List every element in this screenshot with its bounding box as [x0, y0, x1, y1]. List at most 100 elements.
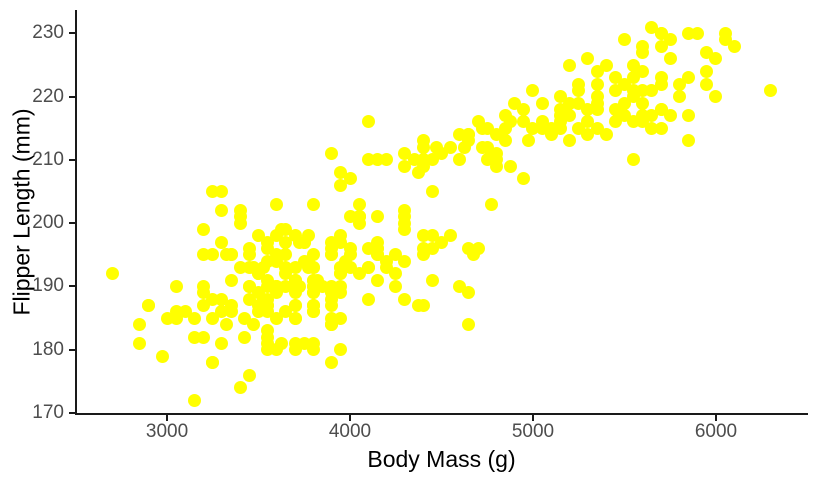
y-tick-mark: [69, 285, 75, 288]
data-point: [261, 336, 275, 350]
data-point: [590, 121, 604, 135]
data-point: [489, 159, 503, 173]
data-point: [252, 298, 266, 312]
data-point: [700, 77, 714, 91]
data-point: [334, 267, 348, 281]
data-point: [352, 210, 366, 224]
data-point: [727, 39, 741, 53]
data-point: [270, 197, 284, 211]
data-point: [215, 336, 229, 350]
data-point: [169, 279, 183, 293]
data-point: [485, 197, 499, 211]
data-point: [682, 71, 696, 85]
y-tick-label: 190: [32, 275, 64, 297]
data-point: [233, 204, 247, 218]
data-point: [325, 147, 339, 161]
data-point: [155, 349, 169, 363]
data-point: [270, 254, 284, 268]
data-point: [407, 153, 421, 167]
data-point: [416, 298, 430, 312]
data-point: [325, 242, 339, 255]
data-point: [242, 242, 256, 255]
data-point: [343, 242, 357, 255]
data-point: [361, 115, 375, 129]
data-point: [233, 381, 247, 395]
data-point: [334, 343, 348, 357]
x-tick-label: 6000: [694, 421, 738, 442]
data-point: [105, 267, 119, 281]
y-tick-label: 220: [32, 85, 64, 107]
data-point: [215, 185, 229, 199]
x-tick-label: 5000: [511, 421, 555, 442]
y-tick-mark: [69, 412, 75, 414]
data-point: [636, 115, 650, 129]
data-point: [288, 336, 302, 350]
data-point: [503, 159, 517, 173]
y-tick-mark: [69, 348, 75, 351]
data-point: [599, 58, 613, 72]
data-point: [709, 52, 723, 66]
x-tick-mark: [531, 415, 534, 421]
data-point: [306, 336, 320, 350]
x-tick-mark: [349, 415, 351, 421]
data-point: [187, 330, 201, 344]
data-point: [636, 64, 650, 78]
y-tick-label: 180: [32, 338, 64, 360]
data-point: [535, 96, 549, 110]
y-tick-label: 230: [32, 22, 64, 44]
data-point: [370, 248, 384, 262]
y-tick-label: 170: [32, 402, 64, 423]
data-point: [430, 140, 444, 154]
data-point: [471, 115, 485, 129]
data-point: [343, 172, 357, 186]
data-point: [654, 121, 668, 135]
data-point: [215, 235, 229, 249]
data-point: [572, 96, 586, 110]
x-axis-title: Body Mass (g): [367, 446, 516, 472]
data-point: [700, 64, 714, 78]
data-point: [617, 77, 631, 91]
data-point: [453, 153, 467, 167]
data-point: [535, 115, 549, 129]
data-point: [398, 147, 412, 161]
data-point: [306, 248, 320, 262]
data-point: [187, 393, 201, 407]
data-point: [370, 273, 384, 287]
x-tick-label: 3000: [145, 421, 189, 442]
data-point: [398, 292, 412, 306]
data-point: [197, 248, 211, 262]
data-point: [544, 128, 558, 142]
data-point: [325, 355, 339, 369]
data-point: [133, 317, 147, 331]
data-point: [224, 305, 238, 319]
data-point: [627, 153, 641, 167]
data-point: [645, 83, 659, 97]
data-point: [288, 311, 302, 325]
data-point: [764, 83, 778, 97]
data-point: [238, 330, 252, 344]
data-point: [187, 311, 201, 325]
data-point: [444, 140, 458, 154]
data-point: [654, 39, 668, 53]
plot-panel: [77, 10, 806, 413]
data-point: [197, 279, 211, 293]
data-point: [682, 134, 696, 148]
data-point: [425, 242, 439, 255]
data-point: [654, 26, 668, 40]
data-point: [302, 229, 316, 243]
x-axis-line: [75, 413, 808, 415]
data-point: [572, 83, 586, 97]
data-point: [252, 267, 266, 281]
data-point: [389, 279, 403, 293]
y-tick-mark: [69, 32, 75, 35]
data-point: [306, 298, 320, 312]
data-point: [398, 254, 412, 268]
data-point: [197, 223, 211, 237]
data-point: [274, 223, 288, 237]
data-point: [553, 90, 567, 104]
y-tick-label: 210: [32, 148, 64, 170]
y-axis-line: [75, 10, 77, 415]
data-point: [398, 159, 412, 173]
data-point: [553, 115, 567, 129]
data-point: [306, 197, 320, 211]
